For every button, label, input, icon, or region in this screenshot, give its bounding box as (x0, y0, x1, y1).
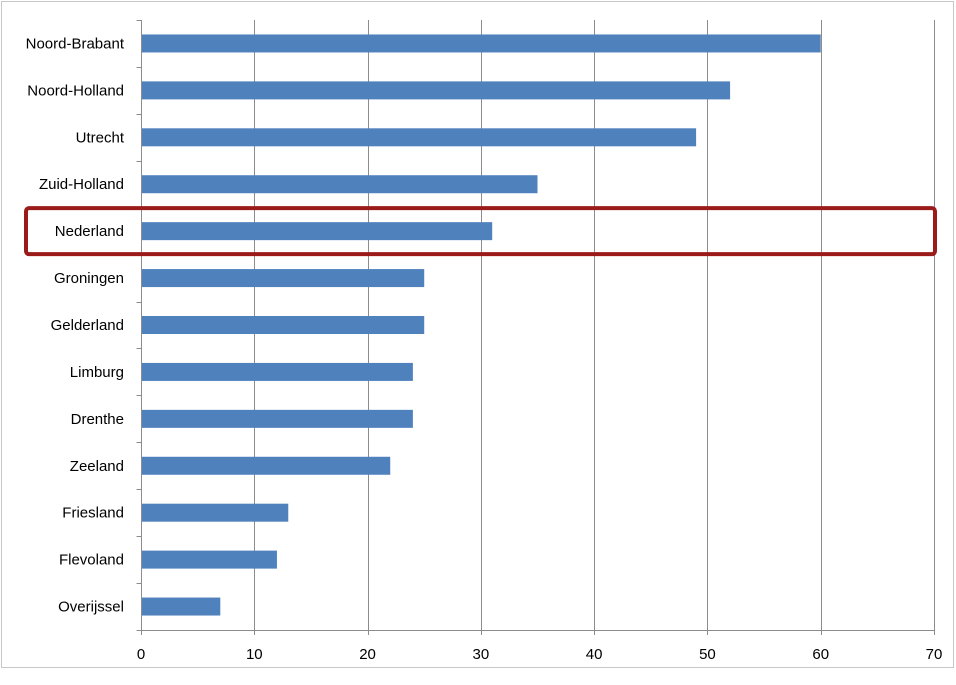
category-label: Friesland (62, 505, 124, 522)
bar (141, 175, 538, 194)
category-label: Zeeland (70, 458, 124, 475)
category-labels: Noord-Brabant Noord-Holland Utrecht Zuid-Ho… (26, 35, 125, 615)
x-tick-label: 20 (359, 646, 376, 663)
bar (141, 409, 413, 428)
bar (141, 128, 697, 147)
x-tick-label: 50 (699, 646, 716, 663)
bar (141, 597, 221, 616)
gridlines (254, 20, 935, 630)
category-label: Noord-Holland (27, 82, 124, 99)
bar (141, 222, 493, 241)
category-label: Utrecht (76, 129, 125, 146)
highlight-box (24, 206, 937, 257)
x-tick-label: 30 (473, 646, 490, 663)
axes (136, 20, 935, 635)
bar (141, 316, 425, 334)
category-label: Zuid-Holland (39, 176, 124, 193)
category-label: Groningen (54, 270, 124, 287)
bars (141, 34, 821, 616)
bar (141, 81, 731, 100)
x-tick-labels: 0 10 20 30 40 50 60 70 (137, 646, 943, 663)
bar (141, 550, 277, 569)
category-label: Gelderland (51, 317, 124, 334)
category-label: Noord-Brabant (26, 35, 125, 52)
bar (141, 269, 425, 288)
x-tick-label: 0 (137, 646, 145, 663)
category-label: Flevoland (59, 552, 124, 569)
category-label: Drenthe (71, 411, 124, 428)
bar (141, 34, 821, 53)
bar (141, 503, 289, 522)
bar (141, 362, 413, 381)
x-tick-label: 60 (812, 646, 829, 663)
category-label: Limburg (70, 364, 124, 381)
x-tick-label: 40 (586, 646, 603, 663)
category-label: Nederland (55, 223, 124, 240)
x-tick-label: 70 (926, 646, 943, 663)
category-label: Overijssel (58, 599, 124, 616)
x-tick-label: 10 (246, 646, 263, 663)
highlight-annotation (24, 206, 937, 257)
bar (141, 456, 391, 475)
